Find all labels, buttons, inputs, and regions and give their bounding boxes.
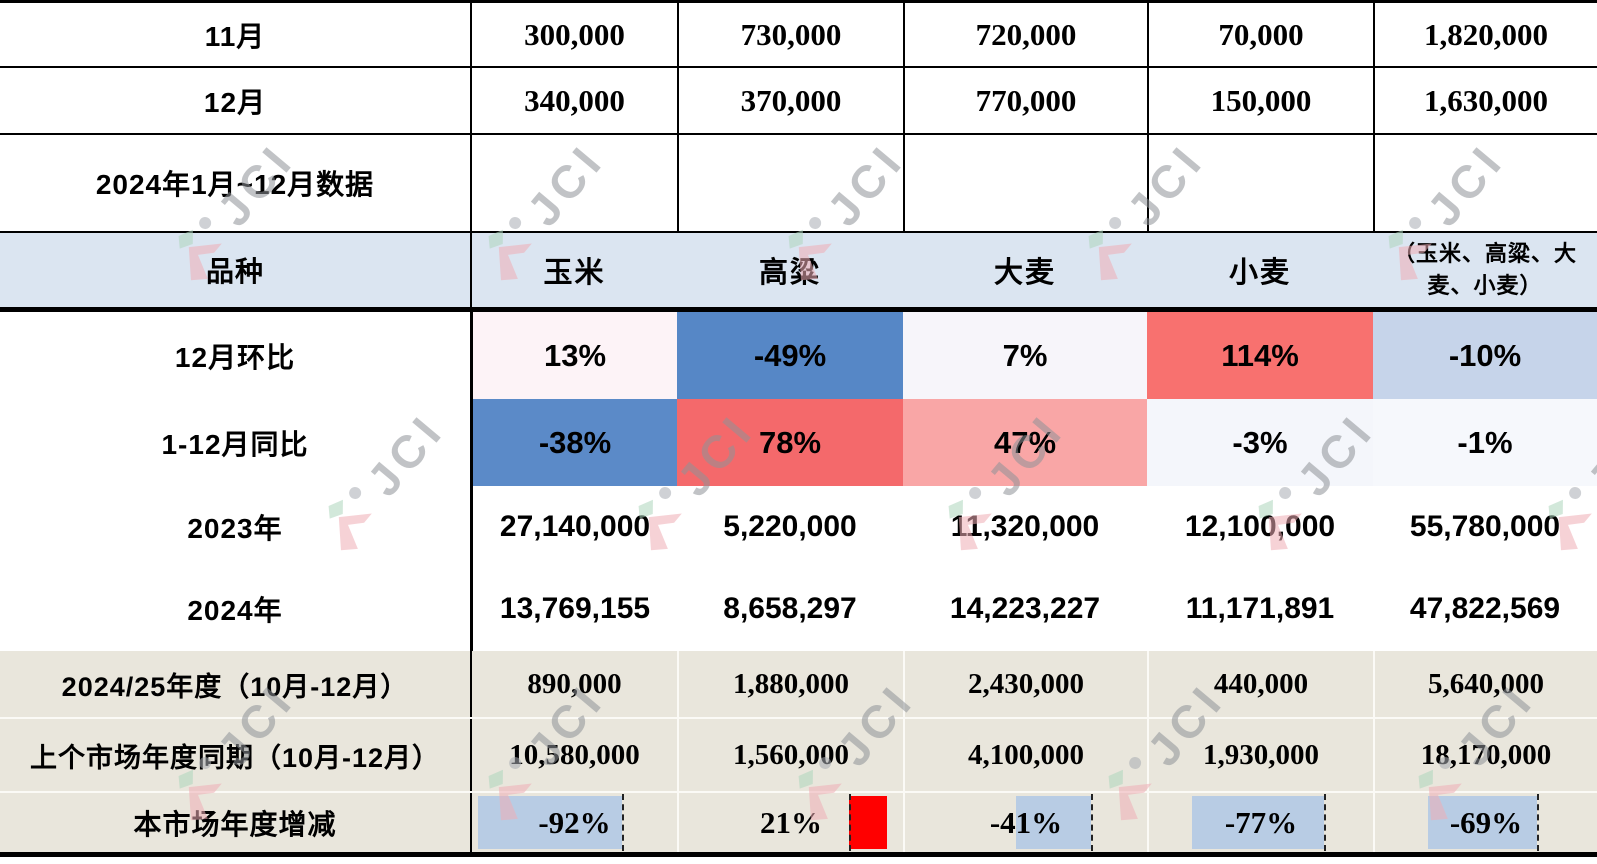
cell-my2425-barley: 2,430,000 bbox=[903, 651, 1147, 717]
cell-2023-barley: 11,320,000 bbox=[950, 509, 1100, 543]
sparkline-chart bbox=[539, 135, 611, 231]
table-row-2023: 2023年 27,140,000 5,220,000 11,320,000 12… bbox=[0, 486, 1597, 567]
data-bar-axis-line bbox=[849, 794, 852, 851]
table-row-december: 12月 340,000 370,000 770,000 150,000 1,63… bbox=[0, 68, 1597, 135]
cell-prev-total: 18,170,000 bbox=[1373, 719, 1597, 791]
cell-2024-total: 47,822,569 bbox=[1409, 592, 1561, 625]
table-row-my2425: 2024/25年度（10月-12月） 890,000 1,880,000 2,4… bbox=[0, 651, 1597, 717]
sparkline-chart bbox=[755, 135, 827, 231]
row-label-november: 11月 bbox=[204, 20, 266, 52]
cell-prev-barley: 4,100,000 bbox=[903, 719, 1147, 791]
sparkline-chart bbox=[1450, 135, 1522, 231]
cell-nov-wheat: 70,000 bbox=[1147, 3, 1373, 66]
cell-dec-sorghum: 370,000 bbox=[677, 68, 903, 133]
cell-prev-wheat: 1,930,000 bbox=[1147, 719, 1373, 791]
cell-change-total: -69% bbox=[1373, 793, 1597, 852]
cell-nov-total: 1,820,000 bbox=[1373, 3, 1597, 66]
cell-yoy-sorghum: 78% bbox=[677, 399, 903, 486]
cell-dec-corn: 340,000 bbox=[470, 68, 677, 133]
table-row-yoy-change: 1-12月同比 -38% 78% 47% -3% -1% bbox=[0, 399, 1597, 486]
conditional-data-bar bbox=[1191, 796, 1324, 849]
row-label-december: 12月 bbox=[203, 86, 267, 118]
cell-my2425-corn: 890,000 bbox=[470, 651, 677, 717]
table-row-variety-header: 品种 玉米 高粱 大麦 小麦 （玉米、高粱、大麦、小麦） bbox=[0, 233, 1597, 312]
cell-change-barley: -41% bbox=[903, 793, 1147, 852]
sparkline-sorghum bbox=[677, 135, 903, 231]
row-label-sparklines: 2024年1月~12月数据 bbox=[95, 169, 375, 200]
cell-2024-wheat: 11,171,891 bbox=[1185, 592, 1335, 625]
row-label-my2425: 2024/25年度（10月-12月） bbox=[61, 671, 409, 702]
cell-dec-wheat: 150,000 bbox=[1147, 68, 1373, 133]
change-value: -77% bbox=[1224, 804, 1298, 840]
cell-my2425-total: 5,640,000 bbox=[1373, 651, 1597, 717]
cell-prev-sorghum: 1,560,000 bbox=[677, 719, 903, 791]
row-label-mom: 12月环比 bbox=[174, 341, 296, 373]
cell-change-sorghum: 21% bbox=[677, 793, 903, 852]
cell-my2425-sorghum: 1,880,000 bbox=[677, 651, 903, 717]
table-row-sparklines: 2024年1月~12月数据 bbox=[0, 135, 1597, 233]
cell-mom-total: -10% bbox=[1373, 312, 1597, 399]
cell-dec-barley: 770,000 bbox=[903, 68, 1147, 133]
row-label-2023: 2023年 bbox=[187, 512, 283, 544]
data-bar-axis-line bbox=[1537, 794, 1540, 851]
sparkline-total bbox=[1373, 135, 1597, 231]
cell-mom-corn: 13% bbox=[470, 312, 677, 399]
cell-2024-sorghum: 8,658,297 bbox=[723, 592, 857, 625]
cell-mom-barley: 7% bbox=[903, 312, 1147, 399]
table-row-november: 11月 300,000 730,000 720,000 70,000 1,820… bbox=[0, 3, 1597, 68]
change-value: -92% bbox=[538, 804, 611, 840]
cell-2023-wheat: 12,100,000 bbox=[1184, 509, 1336, 543]
cell-2024-barley: 14,223,227 bbox=[949, 592, 1101, 625]
cell-2024-corn: 13,769,155 bbox=[470, 567, 677, 651]
row-label-variety: 品种 bbox=[205, 256, 264, 287]
cell-change-wheat: -77% bbox=[1147, 793, 1373, 852]
cell-nov-corn: 300,000 bbox=[470, 3, 677, 66]
cell-nov-sorghum: 730,000 bbox=[677, 3, 903, 66]
cell-dec-total: 1,630,000 bbox=[1373, 68, 1597, 133]
change-value: -41% bbox=[989, 804, 1063, 840]
column-header-corn: 玉米 bbox=[470, 233, 677, 307]
cell-prev-corn: 10,580,000 bbox=[470, 719, 677, 791]
cell-yoy-barley: 47% bbox=[903, 399, 1147, 486]
cell-2023-sorghum: 5,220,000 bbox=[723, 509, 857, 543]
conditional-data-bar bbox=[1016, 796, 1092, 849]
sparkline-barley bbox=[903, 135, 1147, 231]
cell-2023-corn: 27,140,000 bbox=[470, 486, 677, 567]
table-row-2024: 2024年 13,769,155 8,658,297 14,223,227 11… bbox=[0, 567, 1597, 651]
column-header-barley: 大麦 bbox=[993, 257, 1056, 289]
change-value: 21% bbox=[760, 804, 822, 840]
row-label-2024: 2024年 bbox=[187, 595, 283, 626]
sparkline-wheat bbox=[1147, 135, 1373, 231]
conditional-data-bar bbox=[849, 796, 888, 849]
table-row-mom-change: 12月环比 13% -49% 7% 114% -10% bbox=[0, 312, 1597, 399]
cell-nov-barley: 720,000 bbox=[903, 3, 1147, 66]
cell-my2425-wheat: 440,000 bbox=[1147, 651, 1373, 717]
sparkline-chart bbox=[1225, 135, 1297, 231]
data-bar-axis-line bbox=[1323, 794, 1326, 851]
column-header-total: （玉米、高粱、大麦、小麦） bbox=[1392, 241, 1577, 298]
table-row-my-change: 本市场年度增减 -92% 21% -41% -77% -69% bbox=[0, 791, 1597, 857]
row-label-my-change: 本市场年度增减 bbox=[133, 808, 337, 840]
cell-mom-wheat: 114% bbox=[1147, 312, 1373, 399]
data-bar-axis-line bbox=[1091, 794, 1094, 851]
change-value: -69% bbox=[1449, 804, 1523, 840]
cell-change-corn: -92% bbox=[470, 793, 677, 852]
cell-yoy-wheat: -3% bbox=[1147, 399, 1373, 486]
cell-2023-total: 55,780,000 bbox=[1409, 509, 1561, 543]
table-row-prev-my: 上个市场年度同期（10月-12月） 10,580,000 1,560,000 4… bbox=[0, 717, 1597, 791]
sparkline-corn bbox=[470, 135, 677, 231]
cell-yoy-total: -1% bbox=[1373, 399, 1597, 486]
sparkline-chart bbox=[990, 135, 1062, 231]
data-bar-axis-line bbox=[621, 794, 624, 851]
row-label-yoy: 1-12月同比 bbox=[161, 428, 309, 460]
cell-mom-sorghum: -49% bbox=[677, 312, 903, 399]
cell-yoy-corn: -38% bbox=[470, 399, 677, 486]
row-label-prev-my: 上个市场年度同期（10月-12月） bbox=[29, 742, 441, 773]
column-header-sorghum: 高粱 bbox=[758, 257, 821, 289]
column-header-wheat: 小麦 bbox=[1228, 257, 1291, 289]
